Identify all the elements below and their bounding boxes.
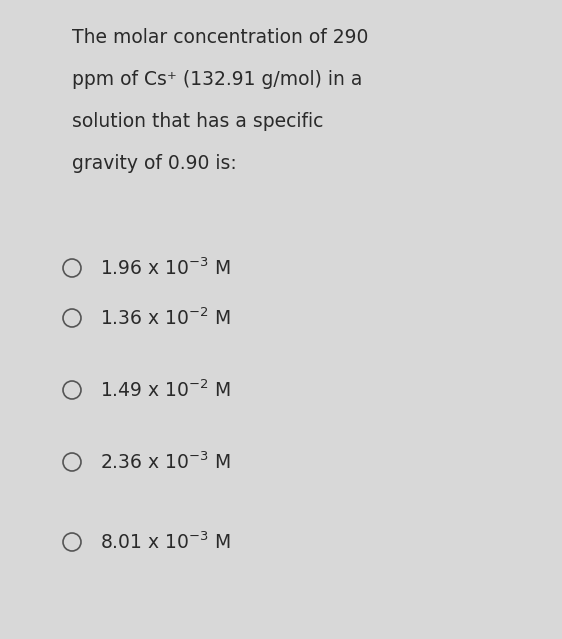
Text: 1.96 x 10$^{-3}$ M: 1.96 x 10$^{-3}$ M [100,258,231,279]
Text: 1.36 x 10$^{-2}$ M: 1.36 x 10$^{-2}$ M [100,307,231,328]
Text: The molar concentration of 290: The molar concentration of 290 [72,28,368,47]
Text: 2.36 x 10$^{-3}$ M: 2.36 x 10$^{-3}$ M [100,451,231,473]
Text: 1.49 x 10$^{-2}$ M: 1.49 x 10$^{-2}$ M [100,380,231,401]
Text: ppm of Cs⁺ (132.91 g/mol) in a: ppm of Cs⁺ (132.91 g/mol) in a [72,70,362,89]
Text: gravity of 0.90 is:: gravity of 0.90 is: [72,154,237,173]
Text: solution that has a specific: solution that has a specific [72,112,323,131]
Text: 8.01 x 10$^{-3}$ M: 8.01 x 10$^{-3}$ M [100,531,231,553]
